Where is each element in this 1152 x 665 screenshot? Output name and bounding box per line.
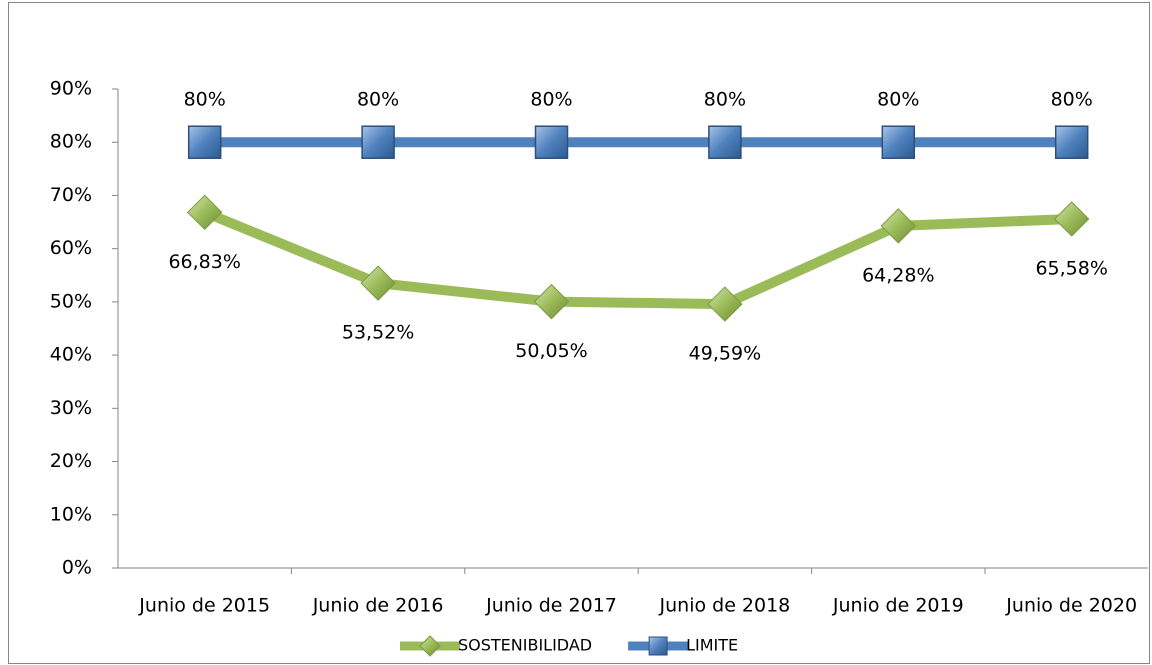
diamond-marker: [186, 194, 223, 231]
y-tick-label: 70%: [50, 184, 92, 206]
data-label: 64,28%: [862, 264, 934, 286]
diamond-marker: [1053, 201, 1090, 237]
x-tick-label: Junio de 2016: [312, 595, 444, 617]
data-label: 80%: [704, 89, 746, 111]
x-tick-label: Junio de 2017: [485, 595, 617, 617]
legend-label: SOSTENIBILIDAD: [458, 636, 592, 655]
y-tick-label: 90%: [50, 78, 92, 100]
y-tick-label: 50%: [50, 290, 92, 312]
data-label: 80%: [530, 89, 572, 111]
legend-marker: [648, 636, 668, 656]
data-label: 53,52%: [342, 322, 414, 344]
diamond-marker: [707, 286, 743, 322]
data-label: 80%: [877, 89, 919, 111]
data-label: 80%: [184, 89, 226, 111]
y-tick-label: 60%: [50, 237, 92, 259]
square-marker: [361, 125, 395, 159]
y-tick-label: 10%: [50, 503, 92, 525]
diamond-marker: [360, 265, 396, 301]
x-tick-label: Junio de 2015: [138, 595, 270, 617]
data-label: 65,58%: [1035, 257, 1107, 279]
x-tick-label: Junio de 2019: [832, 595, 964, 617]
legend-label: LIMITE: [686, 636, 738, 655]
data-label: 80%: [357, 89, 399, 111]
y-tick-label: 80%: [50, 131, 92, 153]
x-tick-label: Junio de 2018: [659, 595, 791, 617]
square-marker: [881, 125, 916, 159]
legend-marker: [419, 635, 441, 657]
data-label: 49,59%: [689, 343, 761, 365]
diamond-marker: [533, 283, 570, 320]
data-label: 66,83%: [168, 251, 240, 273]
data-label: 50,05%: [515, 340, 587, 362]
series-line: [202, 207, 1072, 310]
square-marker: [187, 125, 222, 159]
diamond-marker: [880, 208, 917, 244]
y-tick-label: 30%: [50, 397, 92, 419]
y-tick-label: 40%: [50, 344, 92, 366]
square-marker: [708, 125, 742, 159]
y-tick-label: 0%: [62, 557, 92, 579]
x-tick-label: Junio de 2020: [1005, 595, 1137, 617]
square-marker: [534, 125, 569, 159]
data-label: 80%: [1051, 89, 1093, 111]
chart-border: [8, 2, 1150, 664]
square-marker: [1054, 125, 1089, 159]
y-tick-label: 20%: [50, 450, 92, 472]
